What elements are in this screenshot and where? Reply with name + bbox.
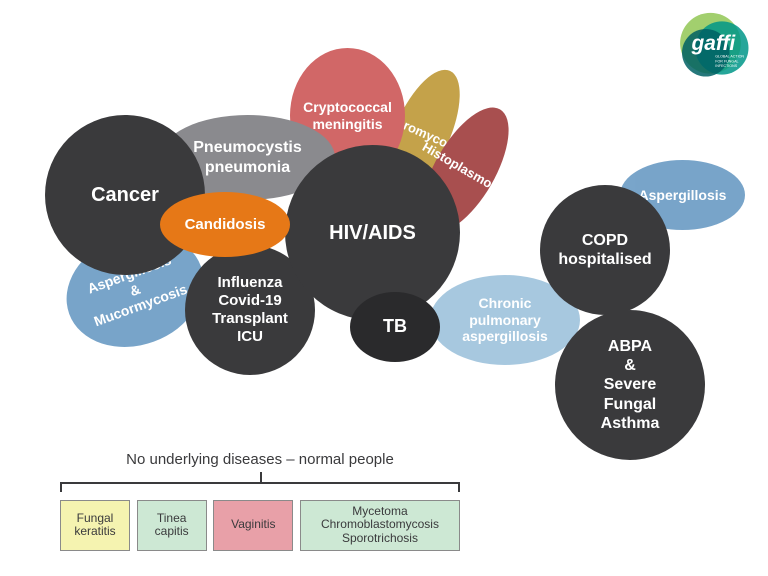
node-label: Chronicpulmonaryaspergillosis (462, 295, 548, 345)
legend-title: No underlying diseases – normal people (60, 451, 460, 468)
logo-text: gaffi (691, 32, 737, 55)
legend-box-0: Fungalkeratitis (60, 500, 130, 551)
node-hiv: HIV/AIDS (285, 145, 460, 320)
gaffi-logo: gaffi GLOBAL ACTION FOR FUNGAL INFECTION… (663, 10, 758, 85)
node-label: TB (383, 316, 407, 338)
svg-text:FOR FUNGAL: FOR FUNGAL (715, 59, 738, 63)
node-label: Aspergillosis (639, 187, 727, 204)
node-cancer: Cancer (45, 115, 205, 275)
legend-bracket (60, 472, 460, 494)
node-label: Pneumocystispneumonia (193, 138, 301, 176)
legend-boxes: FungalkeratitisTineacapitisVaginitisMyce… (60, 500, 460, 551)
node-candidosis: Candidosis (160, 192, 290, 257)
node-abpa: ABPA&SevereFungalAsthma (555, 310, 705, 460)
legend-box-2: Vaginitis (213, 500, 293, 551)
legend-normal-people: No underlying diseases – normal people F… (60, 451, 460, 551)
node-label: Candidosis (185, 216, 266, 234)
node-label: Cryptococcalmeningitis (303, 99, 392, 133)
node-label: Cancer (91, 183, 159, 207)
legend-box-3: MycetomaChromoblastomycosisSporotrichosi… (300, 500, 460, 551)
legend-box-1: Tineacapitis (137, 500, 207, 551)
node-label: InfluenzaCovid-19TransplantICU (212, 274, 288, 346)
svg-text:GLOBAL ACTION: GLOBAL ACTION (715, 55, 744, 59)
svg-text:INFECTIONS: INFECTIONS (715, 64, 737, 68)
node-tb: TB (350, 292, 440, 362)
node-label: ABPA&SevereFungalAsthma (601, 337, 660, 433)
node-label: HIV/AIDS (329, 221, 416, 245)
node-copd: COPDhospitalised (540, 185, 670, 315)
node-label: COPDhospitalised (558, 231, 651, 269)
